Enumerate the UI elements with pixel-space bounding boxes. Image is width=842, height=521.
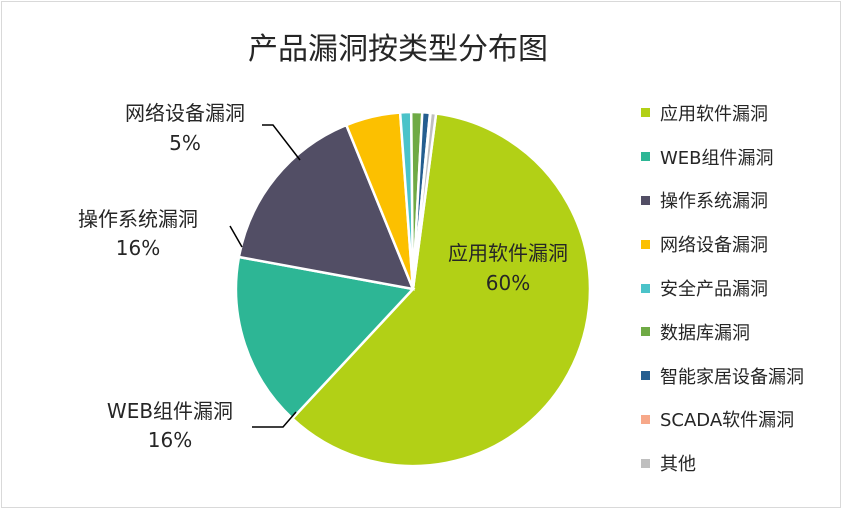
pie-slice-slice-2 (237, 123, 416, 291)
legend-label: 操作系统漏洞 (660, 191, 768, 213)
data-labels: 应用软件漏洞 60% WEB组件漏洞 16% 操作系统漏洞 16% 网络设备漏洞 5% (78, 101, 568, 452)
pie-slices (234, 110, 592, 468)
pie-slice-web (234, 255, 416, 421)
legend-swatch (641, 458, 650, 468)
legend-label: 智能家居设备漏洞 (660, 366, 804, 388)
data-label-name: 操作系统漏洞 (78, 207, 198, 231)
legend-item: 数据库漏洞 (641, 310, 804, 354)
legend-label: 其他 (660, 454, 696, 476)
legend-swatch (641, 327, 650, 337)
legend-swatch (641, 371, 650, 381)
legend-label: 网络设备漏洞 (660, 235, 768, 257)
leader-line (229, 225, 243, 248)
pie-slice-slice-0 (290, 112, 592, 468)
data-label-percent: 60% (486, 271, 530, 295)
legend-label: 应用软件漏洞 (660, 103, 768, 125)
legend-item: 操作系统漏洞 (641, 179, 804, 223)
data-label-percent: 16% (116, 236, 160, 260)
leader-line (252, 411, 297, 428)
data-label-name: 网络设备漏洞 (125, 101, 245, 125)
legend-label: 安全产品漏洞 (660, 279, 768, 301)
legend-item: 智能家居设备漏洞 (641, 354, 804, 398)
legend-item: 应用软件漏洞 (641, 91, 804, 135)
legend-item: WEB组件漏洞 (641, 135, 804, 179)
leader-line (262, 124, 301, 161)
legend-label: WEB组件漏洞 (660, 147, 774, 169)
leader-lines (229, 124, 301, 428)
data-label-name: 应用软件漏洞 (448, 241, 568, 265)
legend-item: 网络设备漏洞 (641, 222, 804, 266)
data-label-percent: 5% (169, 131, 201, 155)
legend-swatch (641, 152, 650, 162)
legend-swatch (641, 283, 650, 293)
legend-swatch (641, 108, 650, 118)
data-label-percent: 16% (148, 428, 192, 452)
legend-label: SCADA软件漏洞 (660, 410, 795, 432)
legend-item: 其他 (641, 441, 804, 485)
legend-label: 数据库漏洞 (660, 322, 750, 344)
pie-slice-slice-8 (411, 111, 438, 290)
legend-item: 安全产品漏洞 (641, 266, 804, 310)
chart-title: 产品漏洞按类型分布图 (248, 32, 548, 67)
data-label-name: WEB组件漏洞 (107, 399, 233, 423)
legend: 应用软件漏洞 WEB组件漏洞 操作系统漏洞 网络设备漏洞 安全产品漏洞 数据库漏洞智能家居… (641, 91, 804, 485)
legend-swatch (641, 239, 650, 249)
legend-swatch (641, 414, 650, 424)
legend-swatch (641, 195, 650, 205)
legend-item: SCADA软件漏洞 (641, 398, 804, 442)
